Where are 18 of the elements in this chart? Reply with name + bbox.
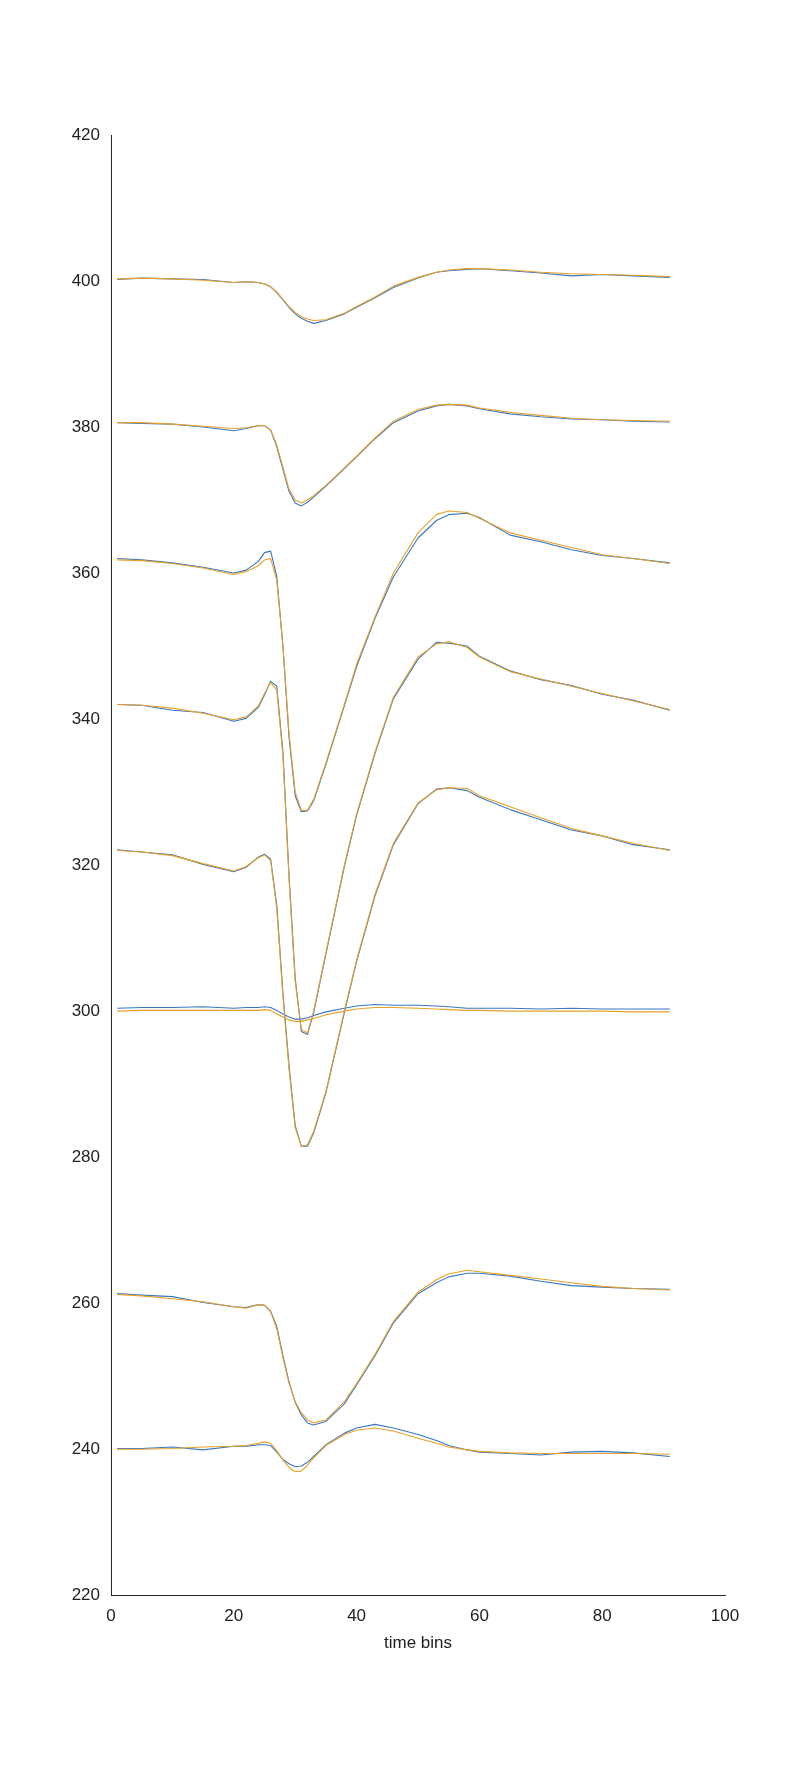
x-tick-label: 60 [469,1606,489,1626]
y-tick-label: 380 [71,416,100,436]
y-tick-label: 300 [71,1000,100,1020]
x-tick-label: 100 [710,1606,740,1626]
y-tick-label: 320 [71,854,100,874]
x-tick-label: 40 [347,1606,367,1626]
y-tick-label: 240 [71,1438,100,1458]
x-tick-label: 0 [106,1606,116,1626]
y-tick-label: 360 [71,562,100,582]
y-tick-label: 420 [71,124,100,144]
x-tick-label: 20 [224,1606,244,1626]
y-tick-label: 340 [71,708,100,728]
y-tick-label: 260 [71,1292,100,1312]
x-tick-label: 80 [592,1606,612,1626]
y-tick-label: 400 [71,270,100,290]
y-tick-label: 280 [71,1146,100,1166]
y-tick-label: 220 [71,1584,100,1604]
x-axis-title: time bins [383,1633,453,1653]
